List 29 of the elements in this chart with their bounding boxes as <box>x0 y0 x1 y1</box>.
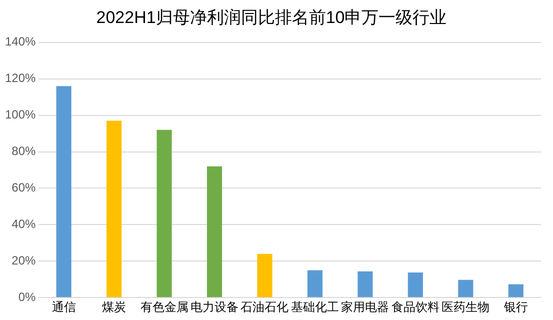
x-tick-label: 家用电器 <box>341 300 390 314</box>
x-tick-label: 煤炭 <box>102 300 126 314</box>
y-tick-label: 140% <box>4 34 36 49</box>
chart-title: 2022H1归母净利润同比排名前10申万一级行业 <box>96 8 447 27</box>
x-tick-label: 食品饮料 <box>391 300 440 314</box>
x-tick-label: 有色金属 <box>140 300 188 314</box>
y-tick-label: 60% <box>12 180 36 195</box>
y-tick-label: 100% <box>4 108 36 122</box>
y-tick-label: 0% <box>18 290 36 304</box>
y-tick-label: 20% <box>12 253 36 268</box>
y-tick-label: 120% <box>4 71 36 86</box>
bar <box>408 272 423 298</box>
bar <box>307 270 322 298</box>
bar <box>106 120 122 298</box>
bar <box>156 130 172 298</box>
bar <box>206 166 222 298</box>
x-tick-label: 基础化工 <box>290 300 339 314</box>
y-tick-label: 40% <box>12 217 36 231</box>
x-tick-label: 通信 <box>52 300 76 314</box>
x-tick-label: 银行 <box>502 300 528 314</box>
bar <box>56 86 72 298</box>
bar <box>508 284 524 298</box>
bar <box>358 271 373 298</box>
x-tick-label: 电力设备 <box>190 300 238 314</box>
y-tick-label: 80% <box>12 144 36 158</box>
bar <box>257 254 272 298</box>
x-tick-label: 石油石化 <box>240 300 289 314</box>
x-tick-label: 医药生物 <box>442 300 490 314</box>
bar <box>458 280 474 298</box>
